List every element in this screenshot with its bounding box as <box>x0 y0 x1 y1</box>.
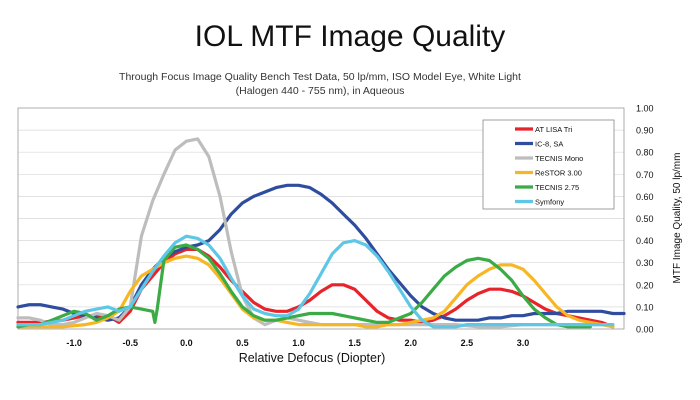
legend-label-ic-8-sa: IC-8, SA <box>535 140 563 149</box>
legend-label-restor-3-00: ReSTOR 3.00 <box>535 169 582 178</box>
y-tick-label: 0.70 <box>636 170 654 180</box>
x-tick-label: 0.5 <box>236 338 249 348</box>
y-tick-label: 0.10 <box>636 302 654 312</box>
x-axis-label: Relative Defocus (Diopter) <box>239 351 386 365</box>
y-tick-label: 0.40 <box>636 236 654 246</box>
y-tick-label: 0.50 <box>636 214 654 224</box>
series-lines <box>16 137 626 329</box>
y-tick-label: 0.30 <box>636 258 654 268</box>
x-tick-label: 1.0 <box>292 338 305 348</box>
legend-label-at-lisa-tri: AT LISA Tri <box>535 125 573 134</box>
x-tick-label: 0.0 <box>180 338 193 348</box>
y-tick-label: 1.00 <box>636 104 654 114</box>
y-axis-label: MTF Image Quality, 50 lp/mm <box>672 153 683 284</box>
x-tick-label: 2.0 <box>405 338 418 348</box>
series-line-tecnis-mono <box>16 137 615 329</box>
legend-label-tecnis-2-75: TECNIS 2.75 <box>535 183 579 192</box>
x-tick-label: 2.5 <box>461 338 474 348</box>
chart-subtitle: Through Focus Image Quality Bench Test D… <box>119 71 521 97</box>
x-tick-label: -1.0 <box>66 338 82 348</box>
y-tick-label: 0.80 <box>636 148 654 158</box>
y-tick-label: 0.60 <box>636 192 654 202</box>
x-tick-labels: -1.0 -0.5 0.0 0.5 1.0 1.5 2.0 2.5 3.0 <box>66 338 529 348</box>
x-tick-label: 1.5 <box>348 338 361 348</box>
plot-area-border <box>17 107 625 330</box>
x-tick-label: 3.0 <box>517 338 530 348</box>
x-tick-label: -0.5 <box>122 338 138 348</box>
chart-title: IOL MTF Image Quality <box>194 20 506 53</box>
legend-box <box>482 119 615 210</box>
series-line-restor-3-00 <box>16 254 615 329</box>
y-tick-labels: 0.00 0.10 0.20 0.30 0.40 0.50 0.60 0.70 0.80 0.90… <box>636 104 654 335</box>
series-line-symfony <box>16 234 615 329</box>
y-tick-label: 0.00 <box>636 325 654 335</box>
legend-label-tecnis-mono: TECNIS Mono <box>535 154 583 163</box>
legend: AT LISA Tri IC-8, SA TECNIS Mono ReSTOR 3.0… <box>482 119 615 210</box>
legend-label-symfony: Symfony <box>535 198 564 207</box>
legend-items: AT LISA Tri IC-8, SA TECNIS Mono ReSTOR 3.0… <box>515 125 583 207</box>
y-tick-label: 0.90 <box>636 126 654 136</box>
y-tick-label: 0.20 <box>636 280 654 290</box>
